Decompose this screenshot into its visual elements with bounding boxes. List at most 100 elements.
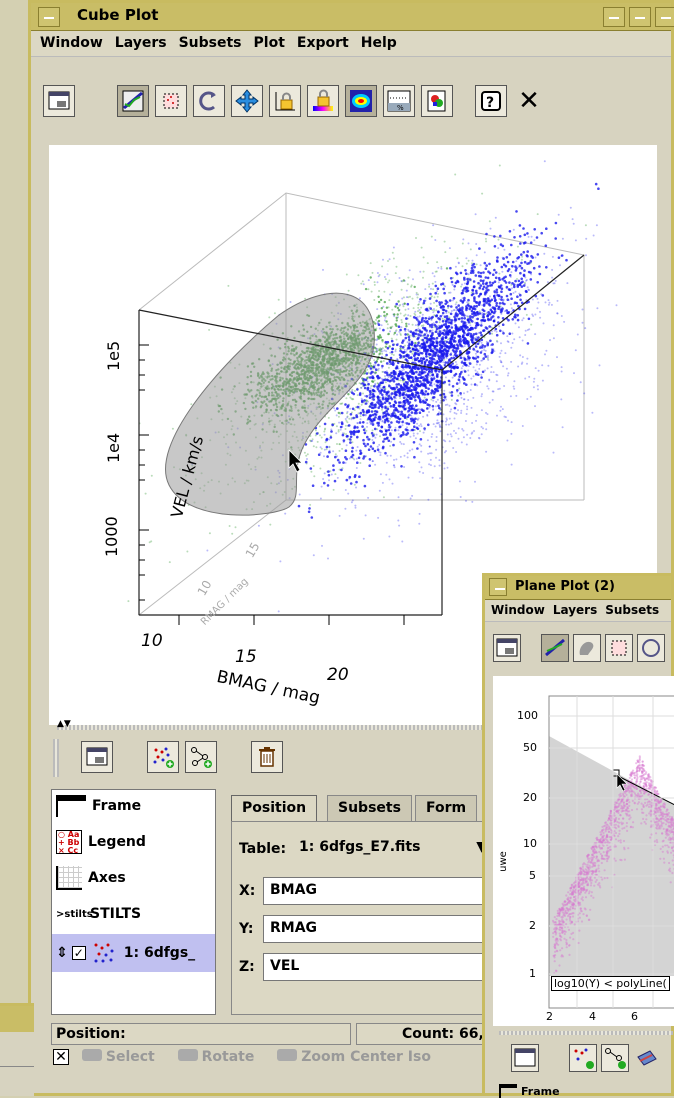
layer-item-frame[interactable]: Frame	[56, 792, 141, 820]
y-field[interactable]: RMAG	[263, 915, 525, 943]
zoom-box-icon[interactable]	[605, 634, 633, 662]
frame-icon	[56, 795, 86, 817]
plane-plot-titlebar[interactable]: Plane Plot (2)	[485, 576, 671, 600]
layer-floater-icon[interactable]	[81, 741, 113, 773]
layer-item-axes[interactable]: Axes	[56, 864, 126, 892]
axis-y-tick-1e5: 1e5	[104, 340, 123, 371]
cube-plot-svg	[127, 160, 618, 625]
floater-icon[interactable]	[43, 85, 75, 117]
axis-lock-icon[interactable]	[541, 634, 569, 662]
layer-item-legend[interactable]: ○ Aa + Bb × Cc Legend	[56, 830, 146, 855]
scale-icon[interactable]: %	[383, 85, 415, 117]
menu-window[interactable]: Window	[40, 35, 103, 51]
layer-item-6dfgs[interactable]: ⇕ ✓ 1: 6dfgs_	[52, 934, 215, 972]
plane-split-divider[interactable]	[499, 1031, 673, 1035]
axis-y-tick-1000: 1000	[102, 516, 121, 557]
z-field[interactable]: VEL	[263, 953, 525, 981]
split-arrows-icon[interactable]: ▲▼	[57, 719, 71, 729]
plane-plot-canvas[interactable]: uwe 100 50 20 10 5 2 1 log10(Y) < polyLi…	[493, 676, 674, 1026]
plane-plot-window: Plane Plot (2) Window Layers Subsets uwe 1…	[482, 573, 674, 1098]
menu-layers[interactable]: Layers	[114, 35, 167, 51]
drag-handle-icon[interactable]: ⇕	[56, 945, 68, 961]
plane-window-title: Plane Plot (2)	[515, 579, 615, 594]
maximize-icon[interactable]	[629, 7, 651, 27]
density-icon[interactable]	[345, 85, 377, 117]
menu-plot[interactable]: Plot	[253, 35, 285, 51]
y-label: Y:	[239, 921, 254, 937]
svg-text:%: %	[397, 104, 404, 112]
window-title: Cube Plot	[77, 6, 159, 24]
plane-layer-frame[interactable]: Frame	[499, 1084, 560, 1098]
minimize-icon[interactable]	[603, 7, 625, 27]
aux-lock-icon[interactable]	[307, 85, 339, 117]
plane-menubar: Window Layers Subsets	[485, 600, 671, 622]
plane-menu-layers[interactable]: Layers	[552, 603, 598, 617]
subset-region[interactable]	[165, 292, 375, 516]
window-menu-icon[interactable]	[38, 7, 60, 27]
table-select[interactable]: 1: 6dfgs_E7.fits▼	[293, 835, 493, 863]
plane-ylabel: uwe	[497, 851, 509, 872]
cube-plot-window: Cube Plot Window Layers Subsets Plot Export H…	[28, 0, 674, 1096]
window-menu-icon[interactable]	[489, 578, 507, 596]
rotate-icon[interactable]	[193, 85, 225, 117]
x-field[interactable]: BMAG	[263, 877, 525, 905]
help-icon[interactable]: ?	[475, 85, 507, 117]
cube-plot-titlebar[interactable]: Cube Plot	[31, 3, 674, 31]
plane-pointer-icon	[616, 773, 628, 792]
xtick-4: 4	[589, 1010, 596, 1023]
add-area-layer-icon[interactable]	[633, 1044, 661, 1072]
layer-settings-panel: Position Subsets Form Table: 1: 6dfgs_E7…	[225, 795, 525, 1015]
layer-item-stilts[interactable]: >stilts STILTS	[56, 906, 142, 922]
ytick-20: 20	[523, 791, 537, 804]
poly-line	[617, 775, 674, 806]
lock-icon[interactable]	[269, 85, 301, 117]
floater-icon[interactable]	[493, 634, 521, 662]
split-divider[interactable]	[57, 725, 617, 730]
mouse-pointer-icon	[288, 449, 303, 473]
tab-position[interactable]: Position	[231, 795, 318, 821]
mouse-icon	[81, 1049, 102, 1061]
export-icon[interactable]	[421, 85, 453, 117]
plane-menu-subsets[interactable]: Subsets	[605, 603, 660, 617]
ytick-2: 2	[529, 919, 536, 932]
plane-annotation: log10(Y) < polyLine(	[551, 976, 670, 991]
cube-plot-canvas[interactable]: 1e5 1e4 1000 VEL / km/s 10 15 20 BMAG / …	[49, 145, 657, 725]
axes-icon	[56, 866, 82, 890]
add-scatter-layer-icon[interactable]	[569, 1044, 597, 1072]
delete-layer-icon[interactable]	[251, 741, 283, 773]
layer-visible-checkbox[interactable]: ✓	[71, 946, 86, 960]
close-window-icon[interactable]	[655, 7, 674, 27]
rotate-hint: Rotate	[177, 1049, 254, 1065]
menu-export[interactable]: Export	[296, 35, 349, 51]
grid-icon[interactable]	[637, 634, 665, 662]
subset-region-icon[interactable]	[573, 634, 601, 662]
scatter-points	[127, 160, 618, 613]
scatter-layer-icon	[94, 943, 114, 963]
add-pair-layer-icon[interactable]	[185, 741, 217, 773]
tab-form[interactable]: Form	[415, 795, 478, 821]
legend-icon: ○ Aa + Bb × Cc	[56, 830, 82, 855]
xtick-6: 6	[631, 1010, 638, 1023]
add-pair-layer-icon[interactable]	[601, 1044, 629, 1072]
ytick-50: 50	[523, 741, 537, 754]
tab-subsets[interactable]: Subsets	[327, 795, 412, 821]
ytick-5: 5	[529, 869, 536, 882]
plane-menu-window[interactable]: Window	[491, 603, 545, 617]
axis-lock-icon[interactable]	[117, 85, 149, 117]
ytick-100: 100	[517, 709, 538, 722]
close-icon[interactable]: ✕	[518, 86, 540, 116]
x-label: X:	[239, 883, 256, 899]
select-hint: Select	[81, 1049, 155, 1065]
plane-plot-svg	[548, 695, 674, 1009]
zoom-box-icon[interactable]	[155, 85, 187, 117]
add-scatter-layer-icon[interactable]	[147, 741, 179, 773]
close-hints-icon[interactable]: ✕	[53, 1049, 69, 1065]
layer-floater-icon[interactable]	[511, 1044, 539, 1072]
axis-x-tick-15: 15	[235, 647, 257, 667]
pan-icon[interactable]	[231, 85, 263, 117]
menu-help[interactable]: Help	[360, 35, 397, 51]
mouse-icon	[177, 1049, 198, 1061]
axis-y-tick-1e4: 1e4	[104, 432, 123, 463]
menu-subsets[interactable]: Subsets	[178, 35, 242, 51]
frame-icon	[499, 1084, 517, 1098]
